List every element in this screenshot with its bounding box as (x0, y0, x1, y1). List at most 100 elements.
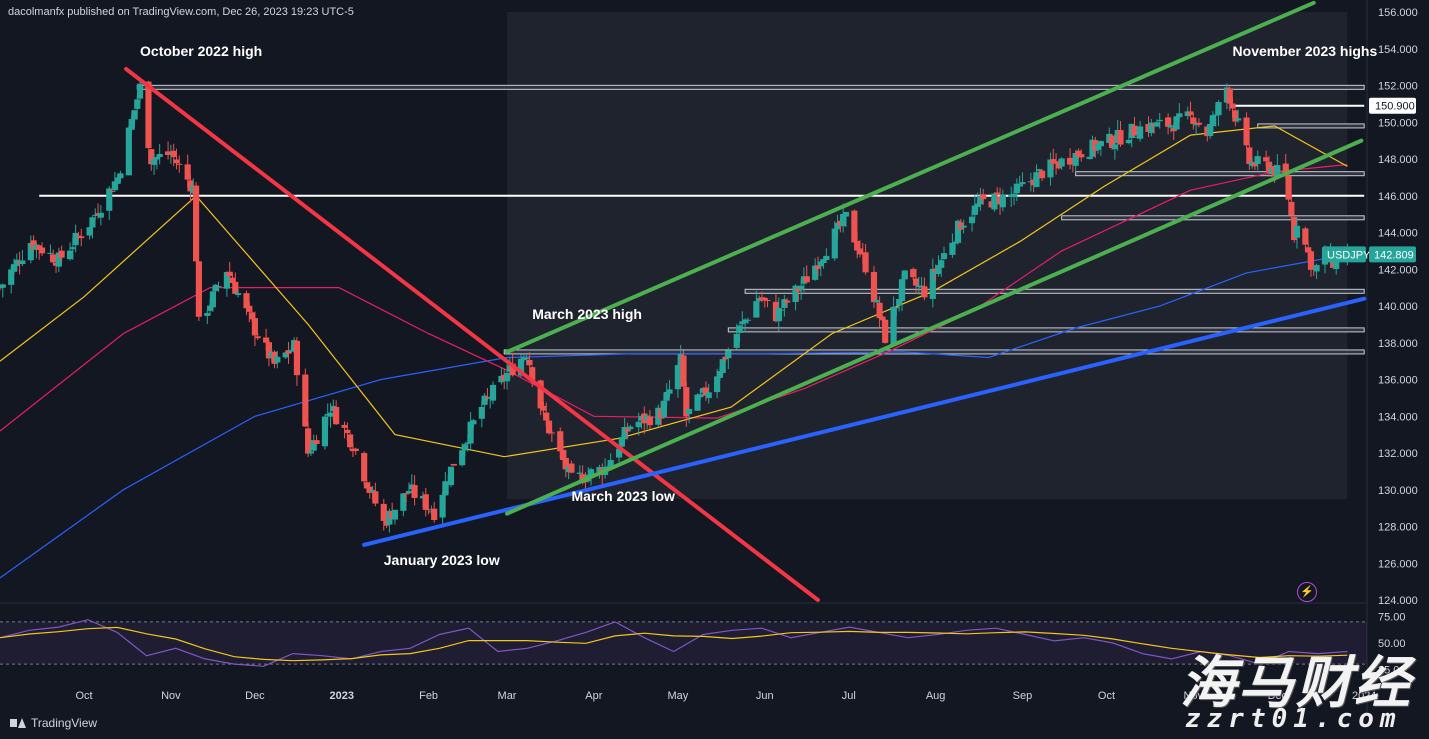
candle-body (58, 250, 65, 258)
candle-body (263, 337, 270, 343)
last-price-value: 142.809 (1374, 249, 1414, 261)
candle-body (856, 248, 864, 255)
candle-body (1036, 169, 1043, 171)
candle-body (285, 350, 292, 354)
annotation-label: March 2023 high (532, 306, 642, 322)
candle-body (1111, 144, 1118, 150)
x-tick-label: Apr (585, 690, 602, 702)
candle-body (974, 203, 981, 208)
candle-body (1016, 184, 1023, 187)
candle-body (890, 306, 897, 345)
candle-body (784, 300, 791, 303)
candle-body (1243, 117, 1250, 146)
candle-body (742, 319, 749, 323)
candle-body (1265, 161, 1273, 173)
candle-body (461, 444, 469, 451)
candle-body (820, 259, 827, 264)
candle-body (705, 392, 712, 399)
candle-body (204, 313, 211, 316)
y-tick-label: 130.000 (1378, 485, 1418, 497)
y-tick-label: 152.000 (1378, 81, 1418, 93)
candle-body (232, 281, 239, 294)
candle-body (683, 387, 690, 417)
candle-body (0, 284, 6, 288)
candle-body (1052, 161, 1060, 164)
y-tick-label: 128.000 (1378, 522, 1418, 534)
candle-body (1131, 125, 1138, 136)
candle-body (361, 452, 368, 482)
candle-body (344, 429, 351, 434)
candle-body (1282, 163, 1289, 176)
candle-body (834, 222, 841, 230)
level-band (1257, 123, 1365, 129)
candle-body (1156, 119, 1163, 122)
symbol-label: USDJPY (1327, 249, 1371, 261)
candle-body (1285, 175, 1292, 200)
candle-body (333, 406, 340, 425)
x-tick-label: Sep (1013, 690, 1033, 702)
candle-body (1187, 111, 1194, 116)
candle-body (347, 434, 354, 448)
candle-body (400, 493, 407, 511)
candle-body (425, 509, 432, 511)
candle-body (282, 352, 289, 358)
candle-body (1033, 172, 1040, 188)
candle-body (543, 412, 550, 421)
candle-body (817, 261, 824, 267)
candle-body (405, 490, 413, 494)
candle-body (870, 271, 878, 303)
candle-body (164, 151, 172, 155)
ma-50-line (0, 125, 1348, 458)
rsi-line (0, 619, 1348, 667)
candle-body (153, 156, 160, 160)
x-tick-label: Nov (161, 690, 181, 702)
candle-body (694, 394, 701, 411)
candle-body (1010, 193, 1018, 197)
candle-body (207, 305, 214, 311)
candle-body (75, 235, 82, 237)
candle-body (173, 159, 180, 164)
candle-body (442, 481, 449, 496)
candle-body (663, 391, 670, 401)
candle-body (851, 210, 858, 243)
candle-body (447, 466, 455, 486)
candle-body (517, 358, 525, 376)
candle-body (1086, 156, 1093, 160)
candle-body (761, 297, 768, 301)
candle-body (305, 428, 312, 454)
candle-body (635, 421, 642, 428)
candle-body (775, 307, 782, 322)
candle-body (994, 192, 1001, 195)
candle-body (363, 482, 371, 489)
flash-icon[interactable]: ⚡ (1297, 582, 1317, 602)
candle-body (422, 494, 429, 510)
candle-body (503, 372, 511, 382)
candle-body (646, 416, 653, 426)
candle-body (131, 110, 138, 120)
candle-body (254, 336, 261, 339)
y-tick-label: 140.000 (1378, 301, 1418, 313)
candle-body (1313, 265, 1320, 272)
candle-body (229, 277, 236, 284)
candle-body (184, 164, 191, 180)
candle-body (1167, 125, 1174, 128)
candle-body (753, 301, 760, 318)
candle-body (1293, 225, 1301, 238)
candle-body (912, 278, 920, 286)
x-tick-label: Mar (498, 690, 517, 702)
candle-body (1170, 127, 1177, 132)
candle-body (840, 213, 847, 227)
candle-body (719, 359, 726, 373)
candle-body (470, 420, 477, 425)
tradingview-brand[interactable]: TradingView (10, 716, 97, 730)
candle-body (223, 272, 230, 289)
candle-body (265, 342, 272, 359)
candle-body (72, 232, 79, 246)
candle-body (128, 119, 135, 130)
candle-body (896, 298, 903, 306)
candle-body (1246, 147, 1253, 165)
candle-body (714, 376, 721, 393)
candle-body (19, 260, 26, 265)
candle-body (921, 286, 928, 298)
